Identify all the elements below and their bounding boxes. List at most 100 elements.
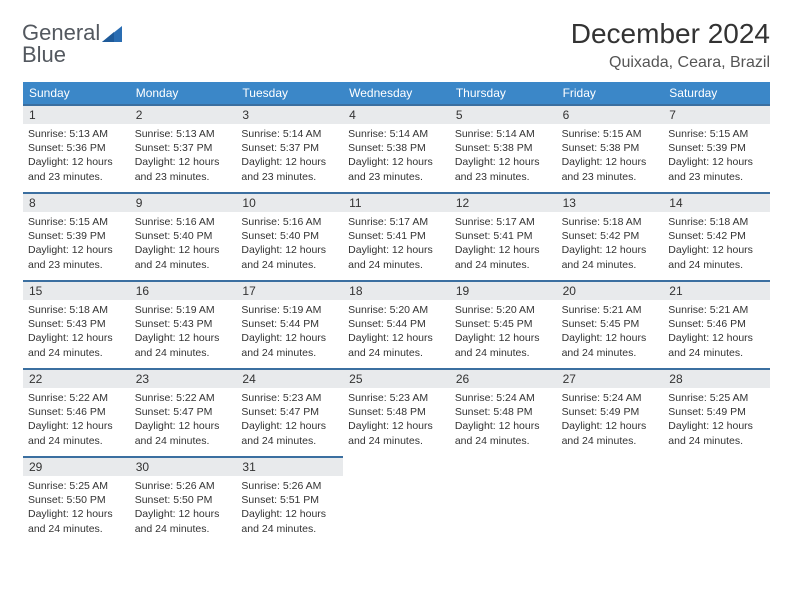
daylight-line: Daylight: 12 hours and 24 minutes. bbox=[28, 331, 125, 359]
sunset-line: Sunset: 5:45 PM bbox=[455, 317, 552, 331]
day-number: 31 bbox=[236, 458, 343, 476]
day-cell: 6Sunrise: 5:15 AMSunset: 5:38 PMDaylight… bbox=[557, 104, 664, 192]
sunrise-line: Sunrise: 5:19 AM bbox=[135, 303, 232, 317]
daylight-line: Daylight: 12 hours and 24 minutes. bbox=[241, 507, 338, 535]
day-body: Sunrise: 5:20 AMSunset: 5:45 PMDaylight:… bbox=[450, 300, 557, 366]
sunrise-line: Sunrise: 5:23 AM bbox=[241, 391, 338, 405]
day-number: 28 bbox=[663, 370, 770, 388]
day-number: 27 bbox=[557, 370, 664, 388]
sunset-line: Sunset: 5:40 PM bbox=[241, 229, 338, 243]
day-cell: 14Sunrise: 5:18 AMSunset: 5:42 PMDayligh… bbox=[663, 192, 770, 280]
sunset-line: Sunset: 5:37 PM bbox=[135, 141, 232, 155]
location: Quixada, Ceara, Brazil bbox=[571, 54, 770, 72]
day-cell: 8Sunrise: 5:15 AMSunset: 5:39 PMDaylight… bbox=[23, 192, 130, 280]
weekday-header: Friday bbox=[557, 82, 664, 104]
daylight-line: Daylight: 12 hours and 24 minutes. bbox=[668, 243, 765, 271]
day-cell: 3Sunrise: 5:14 AMSunset: 5:37 PMDaylight… bbox=[236, 104, 343, 192]
day-number: 10 bbox=[236, 194, 343, 212]
sunrise-line: Sunrise: 5:20 AM bbox=[348, 303, 445, 317]
day-body: Sunrise: 5:23 AMSunset: 5:47 PMDaylight:… bbox=[236, 388, 343, 454]
sail-icon bbox=[100, 24, 126, 46]
sunset-line: Sunset: 5:38 PM bbox=[562, 141, 659, 155]
day-cell: 24Sunrise: 5:23 AMSunset: 5:47 PMDayligh… bbox=[236, 368, 343, 456]
day-cell: 19Sunrise: 5:20 AMSunset: 5:45 PMDayligh… bbox=[450, 280, 557, 368]
daylight-line: Daylight: 12 hours and 24 minutes. bbox=[668, 419, 765, 447]
day-body: Sunrise: 5:14 AMSunset: 5:38 PMDaylight:… bbox=[450, 124, 557, 190]
sunset-line: Sunset: 5:46 PM bbox=[668, 317, 765, 331]
day-cell: 2Sunrise: 5:13 AMSunset: 5:37 PMDaylight… bbox=[130, 104, 237, 192]
sunset-line: Sunset: 5:40 PM bbox=[135, 229, 232, 243]
calendar-grid: SundayMondayTuesdayWednesdayThursdayFrid… bbox=[22, 82, 770, 544]
day-cell: 21Sunrise: 5:21 AMSunset: 5:46 PMDayligh… bbox=[663, 280, 770, 368]
sunrise-line: Sunrise: 5:20 AM bbox=[455, 303, 552, 317]
day-cell: 17Sunrise: 5:19 AMSunset: 5:44 PMDayligh… bbox=[236, 280, 343, 368]
daylight-line: Daylight: 12 hours and 24 minutes. bbox=[455, 419, 552, 447]
weekday-header: Thursday bbox=[450, 82, 557, 104]
day-number: 11 bbox=[343, 194, 450, 212]
sunrise-line: Sunrise: 5:25 AM bbox=[668, 391, 765, 405]
daylight-line: Daylight: 12 hours and 23 minutes. bbox=[668, 155, 765, 183]
day-cell: 20Sunrise: 5:21 AMSunset: 5:45 PMDayligh… bbox=[557, 280, 664, 368]
day-body: Sunrise: 5:15 AMSunset: 5:38 PMDaylight:… bbox=[557, 124, 664, 190]
day-body: Sunrise: 5:14 AMSunset: 5:38 PMDaylight:… bbox=[343, 124, 450, 190]
day-cell: 25Sunrise: 5:23 AMSunset: 5:48 PMDayligh… bbox=[343, 368, 450, 456]
day-body: Sunrise: 5:26 AMSunset: 5:51 PMDaylight:… bbox=[236, 476, 343, 542]
day-body: Sunrise: 5:23 AMSunset: 5:48 PMDaylight:… bbox=[343, 388, 450, 454]
daylight-line: Daylight: 12 hours and 23 minutes. bbox=[562, 155, 659, 183]
sunset-line: Sunset: 5:49 PM bbox=[668, 405, 765, 419]
day-body: Sunrise: 5:19 AMSunset: 5:44 PMDaylight:… bbox=[236, 300, 343, 366]
daylight-line: Daylight: 12 hours and 24 minutes. bbox=[28, 507, 125, 535]
sunrise-line: Sunrise: 5:24 AM bbox=[455, 391, 552, 405]
sunset-line: Sunset: 5:43 PM bbox=[28, 317, 125, 331]
day-cell: 23Sunrise: 5:22 AMSunset: 5:47 PMDayligh… bbox=[130, 368, 237, 456]
day-number: 25 bbox=[343, 370, 450, 388]
day-cell: 7Sunrise: 5:15 AMSunset: 5:39 PMDaylight… bbox=[663, 104, 770, 192]
daylight-line: Daylight: 12 hours and 24 minutes. bbox=[562, 331, 659, 359]
empty-cell bbox=[663, 456, 770, 544]
sunrise-line: Sunrise: 5:14 AM bbox=[455, 127, 552, 141]
day-cell: 12Sunrise: 5:17 AMSunset: 5:41 PMDayligh… bbox=[450, 192, 557, 280]
sunrise-line: Sunrise: 5:14 AM bbox=[241, 127, 338, 141]
daylight-line: Daylight: 12 hours and 24 minutes. bbox=[562, 419, 659, 447]
day-body: Sunrise: 5:15 AMSunset: 5:39 PMDaylight:… bbox=[23, 212, 130, 278]
sunrise-line: Sunrise: 5:25 AM bbox=[28, 479, 125, 493]
day-number: 18 bbox=[343, 282, 450, 300]
sunset-line: Sunset: 5:50 PM bbox=[135, 493, 232, 507]
daylight-line: Daylight: 12 hours and 23 minutes. bbox=[135, 155, 232, 183]
sunrise-line: Sunrise: 5:15 AM bbox=[562, 127, 659, 141]
sunrise-line: Sunrise: 5:18 AM bbox=[668, 215, 765, 229]
day-cell: 15Sunrise: 5:18 AMSunset: 5:43 PMDayligh… bbox=[23, 280, 130, 368]
day-cell: 11Sunrise: 5:17 AMSunset: 5:41 PMDayligh… bbox=[343, 192, 450, 280]
sunset-line: Sunset: 5:36 PM bbox=[28, 141, 125, 155]
day-number: 24 bbox=[236, 370, 343, 388]
sunset-line: Sunset: 5:50 PM bbox=[28, 493, 125, 507]
day-body: Sunrise: 5:13 AMSunset: 5:36 PMDaylight:… bbox=[23, 124, 130, 190]
sunset-line: Sunset: 5:43 PM bbox=[135, 317, 232, 331]
daylight-line: Daylight: 12 hours and 23 minutes. bbox=[28, 155, 125, 183]
sunrise-line: Sunrise: 5:17 AM bbox=[348, 215, 445, 229]
day-body: Sunrise: 5:16 AMSunset: 5:40 PMDaylight:… bbox=[236, 212, 343, 278]
sunset-line: Sunset: 5:44 PM bbox=[348, 317, 445, 331]
day-number: 4 bbox=[343, 106, 450, 124]
day-number: 26 bbox=[450, 370, 557, 388]
day-body: Sunrise: 5:24 AMSunset: 5:48 PMDaylight:… bbox=[450, 388, 557, 454]
day-body: Sunrise: 5:25 AMSunset: 5:50 PMDaylight:… bbox=[23, 476, 130, 542]
day-number: 8 bbox=[23, 194, 130, 212]
sunrise-line: Sunrise: 5:13 AM bbox=[28, 127, 125, 141]
weekday-header: Monday bbox=[130, 82, 237, 104]
day-number: 21 bbox=[663, 282, 770, 300]
day-number: 22 bbox=[23, 370, 130, 388]
weekday-header: Tuesday bbox=[236, 82, 343, 104]
header: General Blue December 2024 Quixada, Cear… bbox=[22, 18, 770, 72]
day-body: Sunrise: 5:22 AMSunset: 5:46 PMDaylight:… bbox=[23, 388, 130, 454]
day-cell: 27Sunrise: 5:24 AMSunset: 5:49 PMDayligh… bbox=[557, 368, 664, 456]
day-cell: 26Sunrise: 5:24 AMSunset: 5:48 PMDayligh… bbox=[450, 368, 557, 456]
day-cell: 29Sunrise: 5:25 AMSunset: 5:50 PMDayligh… bbox=[23, 456, 130, 544]
empty-cell bbox=[343, 456, 450, 544]
daylight-line: Daylight: 12 hours and 23 minutes. bbox=[28, 243, 125, 271]
day-cell: 31Sunrise: 5:26 AMSunset: 5:51 PMDayligh… bbox=[236, 456, 343, 544]
day-cell: 10Sunrise: 5:16 AMSunset: 5:40 PMDayligh… bbox=[236, 192, 343, 280]
day-number: 20 bbox=[557, 282, 664, 300]
sunset-line: Sunset: 5:42 PM bbox=[562, 229, 659, 243]
sunrise-line: Sunrise: 5:15 AM bbox=[668, 127, 765, 141]
